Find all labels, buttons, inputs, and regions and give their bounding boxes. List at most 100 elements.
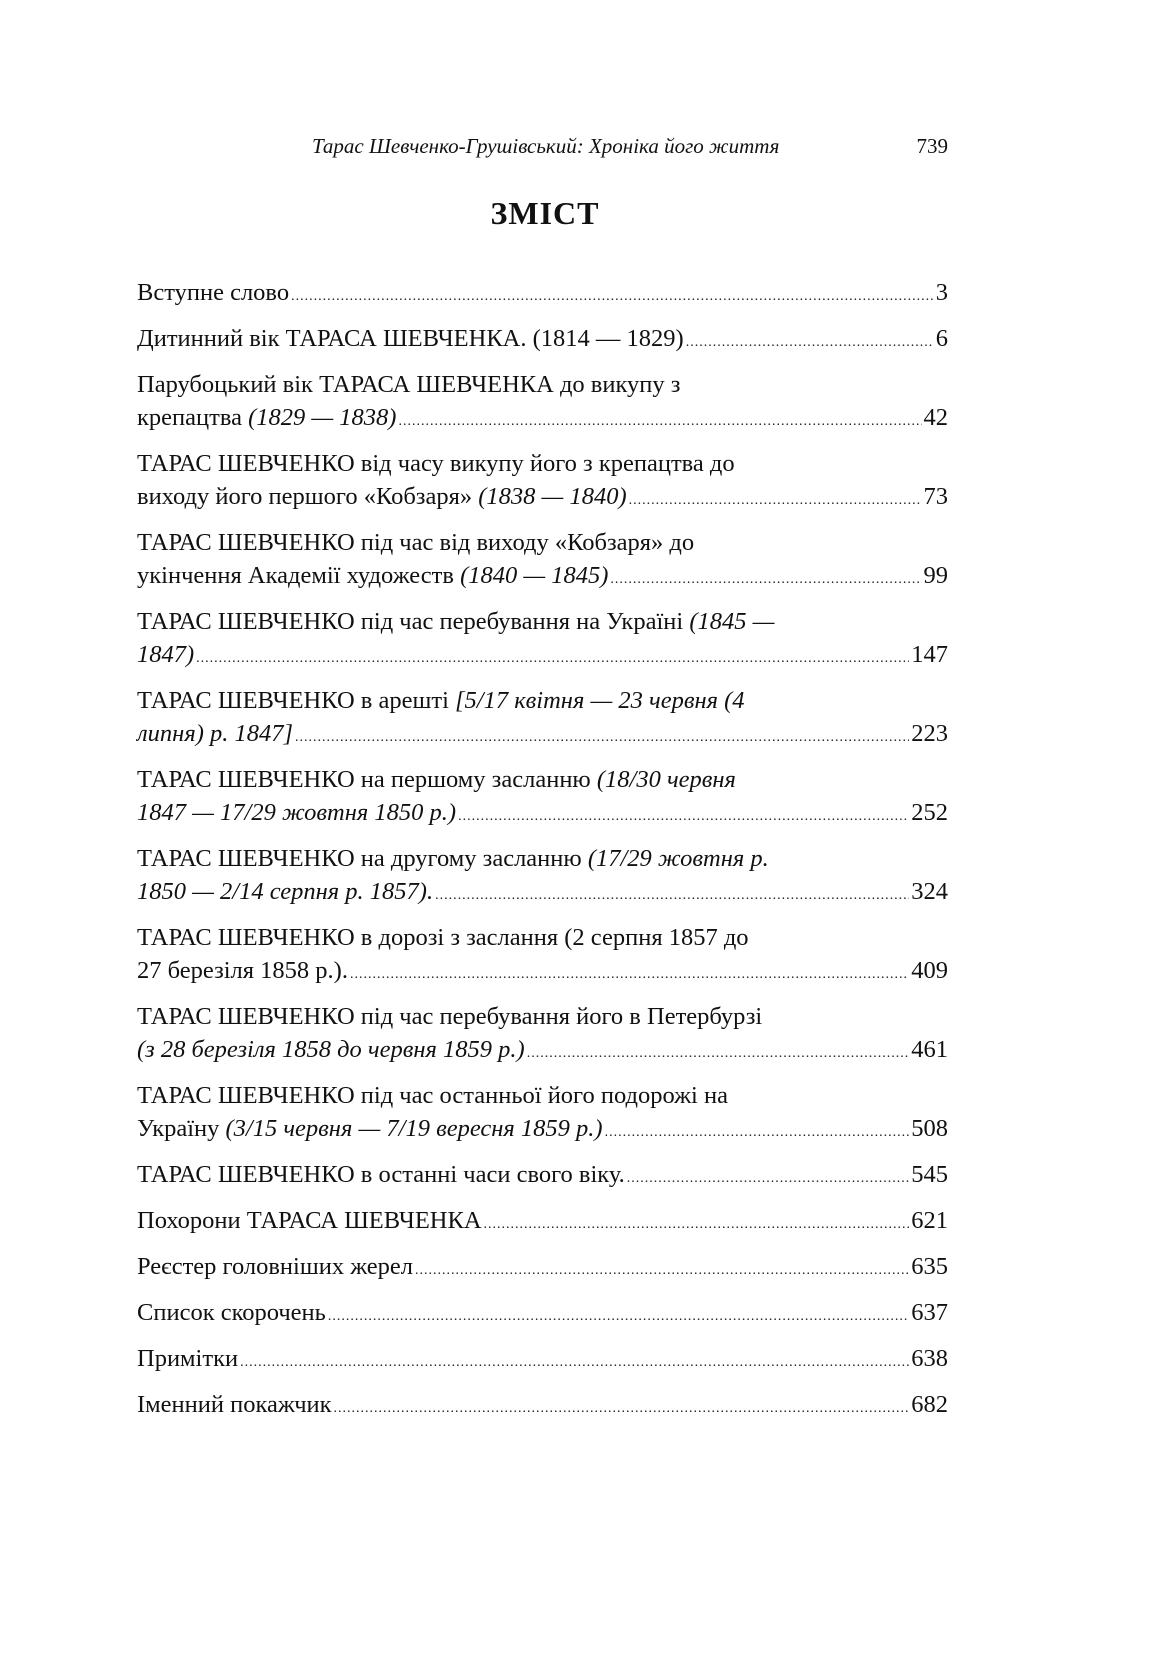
toc-entry[interactable]: Іменний покажчик 682: [137, 1388, 948, 1425]
toc-entry-date-range: (1840 — 1845): [460, 562, 609, 589]
toc-entry-last-line: Список скорочень 637: [137, 1296, 948, 1333]
toc-entry[interactable]: Похорони ТАРАСА ШЕВЧЕНКА 621: [137, 1204, 948, 1241]
toc-entry-text-wrap: 1847 — 17/29 жовтня 1850 р.): [137, 796, 456, 829]
dot-leader: [415, 1254, 909, 1287]
toc-entry-text: Вступне слово: [137, 279, 290, 306]
toc-page-number: 252: [911, 799, 948, 826]
toc-entry-text-wrap: виходу його першого «Кобзаря» (1838 — 18…: [137, 480, 627, 513]
toc-entry[interactable]: Вступне слово 3: [137, 276, 948, 313]
toc-entry[interactable]: ТАРАС ШЕВЧЕНКО під час від виходу «Кобза…: [137, 526, 948, 596]
toc-entry-last-line: липня) р. 1847] 223: [137, 717, 948, 754]
toc-entry-date-range: липня) р. 1847]: [137, 720, 294, 747]
toc-entry-first-line: ТАРАС ШЕВЧЕНКО в дорозі з заслання (2 се…: [137, 921, 948, 954]
toc-entry[interactable]: ТАРАС ШЕВЧЕНКО в арешті [5/17 квітня — 2…: [137, 684, 948, 754]
toc-entry-text-wrap: Список скорочень: [137, 1296, 326, 1329]
toc-entry-text-wrap: крепацтва (1829 — 1838): [137, 401, 396, 434]
dot-leader: [295, 721, 909, 754]
dot-leader: [350, 958, 909, 991]
toc-entry[interactable]: Список скорочень 637: [137, 1296, 948, 1333]
dot-leader: [629, 484, 922, 517]
toc-entry-text: ТАРАС ШЕВЧЕНКО на другому засланню: [137, 845, 588, 872]
toc-page-number: 508: [911, 1115, 948, 1142]
dot-leader: [398, 405, 921, 438]
toc-entry-last-line: Вступне слово 3: [137, 276, 948, 313]
toc-entry[interactable]: Дитинний вік ТАРАСА ШЕВЧЕНКА. (1814 — 18…: [137, 322, 948, 359]
toc-page-number: 461: [911, 1036, 948, 1063]
toc-entry-text: ТАРАС ШЕВЧЕНКО від часу викупу його з кр…: [137, 450, 735, 477]
toc-page-number: 147: [911, 641, 948, 668]
toc-page-number: 638: [911, 1345, 948, 1372]
toc-entry-first-line: ТАРАС ШЕВЧЕНКО на другому засланню (17/2…: [137, 842, 948, 875]
toc-page-number: 223: [911, 720, 948, 747]
toc-entry[interactable]: ТАРАС ШЕВЧЕНКО під час останньої його по…: [137, 1079, 948, 1149]
toc-entry-first-line: ТАРАС ШЕВЧЕНКО під час перебування на Ук…: [137, 605, 948, 638]
toc-entry-last-line: 27 березіля 1858 р.). 409: [137, 954, 948, 991]
toc-entry-text: крепацтва: [137, 404, 249, 431]
toc-entry-last-line: укінчення Академії художеств (1840 — 184…: [137, 559, 948, 596]
toc-entry-text-wrap: Дитинний вік ТАРАСА ШЕВЧЕНКА. (1814 — 18…: [137, 322, 684, 355]
toc-page-number: 682: [911, 1391, 948, 1418]
toc-entry-last-line: ТАРАС ШЕВЧЕНКО в останні часи свого віку…: [137, 1158, 948, 1195]
dot-leader: [196, 642, 909, 675]
toc-entry-text-wrap: Реєстер головніших жерел: [137, 1250, 413, 1283]
toc-entry-text: ТАРАС ШЕВЧЕНКО в дорозі з заслання (2 се…: [137, 924, 749, 951]
toc-entry-first-line: ТАРАС ШЕВЧЕНКО на першому засланню (18/3…: [137, 763, 948, 796]
toc-entry[interactable]: ТАРАС ШЕВЧЕНКО на першому засланню (18/3…: [137, 763, 948, 833]
toc-page-number: 6: [935, 325, 948, 352]
table-of-contents: Вступне слово 3 Дитинний вік ТАРАСА ШЕВЧЕН…: [137, 276, 948, 1434]
toc-entry-text: Похорони ТАРАСА ШЕВЧЕНКА: [137, 1207, 482, 1234]
toc-entry-text-wrap: укінчення Академії художеств (1840 — 184…: [137, 559, 608, 592]
toc-entry[interactable]: Реєстер головніших жерел 635: [137, 1250, 948, 1287]
toc-entry-text: 27 березіля 1858 р.).: [137, 957, 348, 984]
toc-entry-text-wrap: липня) р. 1847]: [137, 717, 293, 750]
toc-entry-text-wrap: 1847): [137, 638, 194, 671]
toc-entry-first-line: ТАРАС ШЕВЧЕНКО під час останньої його по…: [137, 1079, 948, 1112]
toc-entry[interactable]: ТАРАС ШЕВЧЕНКО під час перебування на Ук…: [137, 605, 948, 675]
toc-entry-date-range: 1847): [137, 641, 195, 668]
toc-entry-text: Парубоцький вік ТАРАСА ШЕВЧЕНКА до викуп…: [137, 371, 681, 398]
toc-entry[interactable]: ТАРАС ШЕВЧЕНКО в дорозі з заслання (2 се…: [137, 921, 948, 991]
toc-entry-date-range: (3/15 червня — 7/19 вересня 1859 р.): [225, 1115, 603, 1142]
toc-entry-date-range: (18/30 червня: [596, 766, 736, 793]
toc-page-number: 637: [911, 1299, 948, 1326]
dot-leader: [334, 1392, 910, 1425]
toc-entry-first-line: ТАРАС ШЕВЧЕНКО під час перебування його …: [137, 1000, 948, 1033]
toc-entry-date-range: (з 28 березіля 1858 до червня 1859 р.): [137, 1036, 525, 1063]
toc-entry-date-range: 1850 — 2/14 серпня р. 1857).: [137, 878, 434, 905]
toc-entry-last-line: Іменний покажчик 682: [137, 1388, 948, 1425]
running-title: Тарас Шевченко-Грушівський: Хроніка його…: [312, 134, 780, 158]
toc-entry[interactable]: ТАРАС ШЕВЧЕНКО на другому засланню (17/2…: [137, 842, 948, 912]
toc-entry-last-line: Примітки 638: [137, 1342, 948, 1379]
toc-page-number: 621: [911, 1207, 948, 1234]
toc-entry-last-line: виходу його першого «Кобзаря» (1838 — 18…: [137, 480, 948, 517]
toc-entry-text: Примітки: [137, 1345, 239, 1372]
toc-entry-text-wrap: 1850 — 2/14 серпня р. 1857).: [137, 875, 433, 908]
toc-entry[interactable]: ТАРАС ШЕВЧЕНКО в останні часи свого віку…: [137, 1158, 948, 1195]
toc-entry-text-wrap: Вступне слово: [137, 276, 289, 309]
toc-entry-text-wrap: Україну (3/15 червня — 7/19 вересня 1859…: [137, 1112, 603, 1145]
toc-entry-text-wrap: Примітки: [137, 1342, 238, 1375]
toc-entry[interactable]: ТАРАС ШЕВЧЕНКО під час перебування його …: [137, 1000, 948, 1070]
toc-entry-last-line: (з 28 березіля 1858 до червня 1859 р.) 46…: [137, 1033, 948, 1070]
toc-entry-text: укінчення Академії художеств: [137, 562, 461, 589]
dot-leader: [686, 326, 934, 359]
toc-page-number: 99: [923, 562, 949, 589]
toc-entry-date-range: (1838 — 1840): [478, 483, 627, 510]
toc-page-number: 545: [911, 1161, 948, 1188]
running-header: Тарас Шевченко-Грушівський: Хроніка його…: [137, 134, 948, 164]
toc-entry-text-wrap: Іменний покажчик: [137, 1388, 332, 1421]
toc-page-number: 324: [911, 878, 948, 905]
toc-entry-first-line: ТАРАС ШЕВЧЕНКО в арешті [5/17 квітня — 2…: [137, 684, 948, 717]
toc-entry-text: ТАРАС ШЕВЧЕНКО під час перебування на Ук…: [137, 608, 690, 635]
toc-entry[interactable]: ТАРАС ШЕВЧЕНКО від часу викупу його з кр…: [137, 447, 948, 517]
toc-page-number: 42: [923, 404, 949, 431]
dot-leader: [610, 563, 921, 596]
toc-entry[interactable]: Примітки 638: [137, 1342, 948, 1379]
page-title: ЗМІСТ: [490, 195, 600, 231]
dot-leader: [627, 1162, 909, 1195]
toc-entry-text: Реєстер головніших жерел: [137, 1253, 414, 1280]
toc-entry-text: ТАРАС ШЕВЧЕНКО в останні часи свого віку…: [137, 1161, 625, 1188]
dot-leader: [527, 1037, 910, 1070]
toc-entry[interactable]: Парубоцький вік ТАРАСА ШЕВЧЕНКА до викуп…: [137, 368, 948, 438]
toc-entry-date-range: 1847 — 17/29 жовтня 1850 р.): [137, 799, 457, 826]
